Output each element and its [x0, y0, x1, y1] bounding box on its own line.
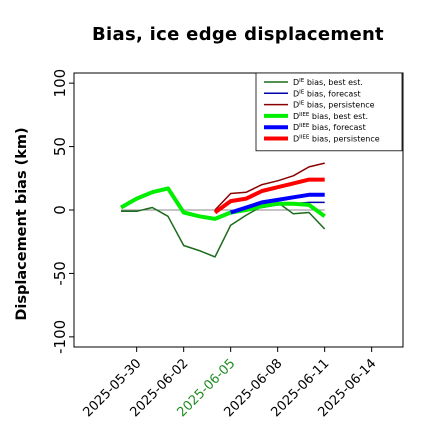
y-tick-label: -50	[51, 261, 69, 286]
series-line-6	[213, 177, 325, 215]
series-line-1	[121, 201, 326, 258]
legend-label-6: DIIEE bias, persistence	[293, 135, 380, 144]
plot-area	[120, 162, 326, 258]
series-line-3	[214, 162, 325, 211]
legend-label-5: DIIEE bias, forecast	[293, 123, 366, 132]
legend-label-2: DIE bias, forecast	[293, 89, 361, 98]
y-tick-label: -100	[51, 320, 69, 354]
legend-label-3: DIE bias, persistence	[293, 101, 375, 110]
legend-label-1: DIE bias, best est.	[293, 78, 363, 87]
series-line-5	[230, 192, 325, 215]
series-line-4	[120, 186, 326, 221]
y-tick-label: 100	[51, 69, 69, 98]
legend: DIE bias, best est. DIE bias, forecast DIE…	[255, 72, 403, 152]
chart-title: Bias, ice edge displacement	[92, 24, 384, 45]
y-tick-label: 50	[51, 137, 69, 156]
legend-label-4: DIIEE bias, best est.	[293, 112, 368, 121]
y-tick-label: 0	[51, 205, 69, 215]
